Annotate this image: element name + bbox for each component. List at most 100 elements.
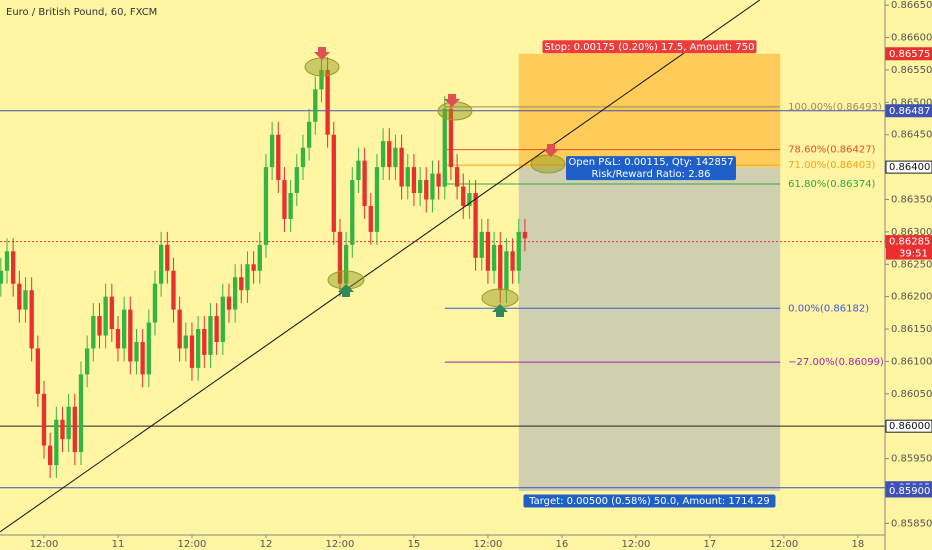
candle-body <box>232 277 238 310</box>
x-tick-label: 16 <box>556 539 569 550</box>
candle-body <box>66 406 71 440</box>
arrow-up <box>492 304 508 317</box>
candle-body <box>251 264 256 271</box>
candle-body <box>306 121 312 148</box>
candle-body <box>17 283 22 310</box>
candle-body <box>436 173 441 187</box>
candle-body <box>498 244 503 291</box>
candle-body <box>319 69 324 90</box>
candle-body <box>411 167 417 194</box>
candle-body <box>356 160 361 181</box>
candle-body <box>183 335 188 349</box>
candle-body <box>485 231 491 271</box>
candle-body <box>202 329 207 355</box>
fib-label: 100.00%(0.86493) <box>788 102 882 113</box>
price-badge <box>885 484 932 498</box>
fib-label: 0.00%(0.86182) <box>788 303 869 314</box>
candle-body <box>269 134 275 168</box>
candle-body <box>214 316 219 342</box>
candle-body <box>72 406 77 453</box>
candle-body <box>78 374 84 453</box>
arrow-up <box>338 284 354 297</box>
label-box <box>542 40 757 54</box>
y-tick-label: 0.86200 <box>891 292 932 303</box>
x-tick-label: 15 <box>408 539 421 550</box>
y-tick-label: 0.86100 <box>891 356 932 367</box>
candle-body <box>331 134 336 232</box>
candle-body <box>300 147 306 168</box>
candle-body <box>121 309 127 349</box>
plot-area <box>0 0 885 533</box>
candle-body <box>387 141 392 168</box>
candle-body <box>171 270 176 310</box>
x-tick-label: 12:00 <box>178 539 207 550</box>
candle-body <box>282 180 287 219</box>
countdown-label: 39:51 <box>899 249 928 260</box>
price-badge-label: 0.85900 <box>889 486 930 497</box>
x-tick-label: 12:00 <box>474 539 503 550</box>
annotations <box>304 47 566 317</box>
y-tick-label: 0.86550 <box>891 65 932 76</box>
y-tick-label: 0.86150 <box>891 324 932 335</box>
chart-title: Euro / British Pound, 60, FXCM <box>6 7 157 18</box>
x-tick-label: 12 <box>260 539 273 550</box>
price-badge <box>885 47 932 61</box>
fib-label: −27.00%(0.86099) <box>788 357 884 368</box>
y-tick-label: 0.86350 <box>891 194 932 205</box>
candle-body <box>48 445 53 466</box>
price-badge-label: 0.86575 <box>889 49 930 60</box>
countdown-badge <box>886 247 932 260</box>
x-tick-label: 12:00 <box>30 539 59 550</box>
price-badge-label: 0.86487 <box>889 106 930 117</box>
candle-body <box>84 348 90 375</box>
candle-body <box>467 193 472 206</box>
candle-body <box>41 393 47 446</box>
candle-body <box>473 193 478 258</box>
candle-body <box>362 160 367 206</box>
candle-body <box>350 180 355 245</box>
price-badge-label: 0.86000 <box>889 421 930 432</box>
candle-body <box>424 180 429 200</box>
marker-ellipse <box>304 57 340 77</box>
candle-body <box>177 309 182 349</box>
fib-label: 71.00%(0.86403) <box>788 160 875 171</box>
candle-body <box>276 134 281 181</box>
candle-body <box>294 167 299 194</box>
overlay: 100.00%(0.86493) 78.60%(0.86427) 71.00%(0.… <box>523 40 884 508</box>
candle-body <box>405 167 410 187</box>
candle-body <box>11 251 16 284</box>
candle-body <box>140 341 145 375</box>
candle-body <box>165 244 170 271</box>
candle-body <box>288 193 293 219</box>
candle-body <box>448 108 454 168</box>
fib-label: 78.60%(0.86427) <box>788 145 875 156</box>
price-badge <box>885 419 932 433</box>
candle-body <box>29 290 34 349</box>
price-badge-label: 0.86400 <box>889 162 930 173</box>
label-box <box>566 156 736 181</box>
candle-body <box>189 335 195 368</box>
candle-body <box>239 277 244 291</box>
candle-body <box>399 147 404 187</box>
candle-body <box>257 244 262 271</box>
rr-label: Risk/Reward Ratio: 2.86 <box>591 169 710 180</box>
candle-body <box>417 180 423 194</box>
arrow-down <box>444 94 460 107</box>
candle-body <box>380 141 386 168</box>
candle-body <box>479 231 484 258</box>
y-tick-label: 0.86050 <box>891 389 932 400</box>
candle-body <box>208 316 213 355</box>
candle-body <box>510 251 515 271</box>
candle-body <box>23 290 28 310</box>
x-tick-label: 11 <box>112 539 125 550</box>
arrow-down <box>543 144 559 157</box>
candle-body <box>442 108 447 187</box>
candle-body <box>4 251 10 271</box>
candle-body <box>152 283 158 323</box>
candle-body <box>263 167 269 245</box>
candle-body <box>134 341 139 362</box>
candle-body <box>103 296 108 336</box>
candle-body <box>0 270 3 284</box>
marker-ellipse <box>530 154 566 174</box>
